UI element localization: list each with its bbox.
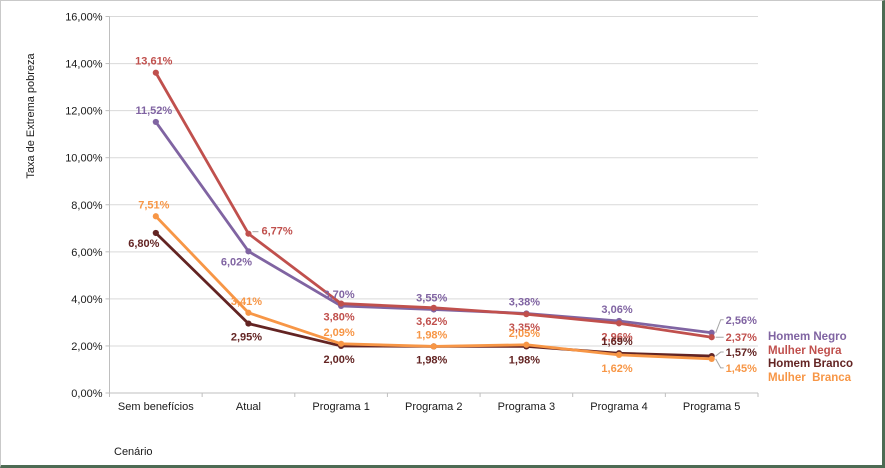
data-point-marker [430,304,437,311]
data-point-marker [615,351,623,358]
grid-layer [109,16,758,347]
data-point-marker [152,118,159,126]
series-layer [152,69,715,362]
data-label: 6,77% [261,226,292,238]
data-label: 13,61% [135,56,173,68]
data-point-marker [615,320,623,327]
data-label: 6,80% [128,238,159,250]
data-label: 3,80% [324,312,355,324]
label-leader-line [715,358,724,369]
y-tick-label: 14,00% [65,59,103,71]
data-point-marker [152,213,159,220]
data-label: 11,52% [135,105,172,117]
data-point-marker [245,248,252,255]
data-label: 2,05% [509,328,540,340]
data-point-marker [338,300,345,307]
data-label: 3,70% [324,289,355,301]
data-point-marker [245,320,252,327]
data-label: 2,96% [601,331,632,343]
x-category-label: Sem benefícios [118,401,194,413]
y-tick-label: 12,00% [65,106,103,118]
y-tick-label: 8,00% [71,200,102,212]
data-point-marker [152,229,159,237]
legend-item-homem-negro: Homem Negro [768,331,847,343]
data-point-marker [152,69,159,76]
data-label: 2,56% [726,315,757,327]
data-point-marker [523,311,530,318]
data-point-marker [708,329,715,336]
data-label: 1,57% [726,347,757,359]
data-label: 7,51% [138,199,169,211]
data-label: 2,37% [726,332,757,344]
label-leader-line [715,351,724,357]
x-category-label: Programa 4 [590,401,647,413]
data-label: 3,55% [416,292,447,304]
y-tick-label: 2,00% [71,341,102,353]
data-point-marker [338,340,345,347]
data-label: 2,09% [324,327,355,339]
data-label: 6,02% [221,256,252,268]
x-category-label: Programa 2 [405,401,462,413]
y-tick-label: 4,00% [71,294,102,306]
data-point-marker [708,355,715,362]
y-tick-label: 6,00% [71,247,102,259]
legend-item-mulher-branca: Mulher Branca [768,371,852,384]
data-point-marker [245,230,252,237]
data-point-marker [245,309,252,316]
data-label: 3,06% [601,304,632,316]
data-label-layer: 11,52% 6,02% 3,70% 3,55% 3,38% 3,06% 2,56% 13,6… [128,56,757,375]
data-label: 3,35% [509,322,540,334]
data-point-marker [523,341,530,348]
legend-item-homem-branco: Homem Branco [768,358,853,370]
data-label: 1,98% [416,329,447,341]
data-label: 3,62% [416,316,447,328]
data-label: 1,98% [509,354,540,366]
y-axis-title: Taxa de Extrema pobreza [25,52,37,178]
x-category-label: Programa 1 [312,401,369,413]
data-label: 1,69% [601,336,632,348]
legend-item-mulher-negra: Mulher Negra [768,344,842,357]
y-tick-label: 10,00% [65,153,103,165]
x-category-label: Atual [236,401,261,413]
data-label: 1,45% [726,363,757,375]
data-label: 3,41% [231,296,262,308]
axis-layer: 0,00% 2,00% 4,00% 6,00% 8,00% 10,00% 12,00% 14,… [65,12,759,413]
y-tick-label: 0,00% [71,388,102,400]
data-point-marker [430,343,437,350]
y-tick-label: 16,00% [65,12,103,24]
data-label: 2,95% [231,332,262,344]
label-leader-line [715,319,724,333]
x-category-label: Programa 5 [683,401,740,413]
data-label: 1,62% [601,363,632,375]
data-label: 3,38% [509,296,540,308]
data-label: 2,00% [324,354,355,366]
data-label: 1,98% [416,354,447,366]
data-point-marker [708,334,715,341]
x-category-label: Programa 3 [498,401,555,413]
x-axis-title: Cenário [114,446,153,458]
chart-legend: Homem Negro Mulher Negra Homem Branco Mulhe… [768,331,853,385]
